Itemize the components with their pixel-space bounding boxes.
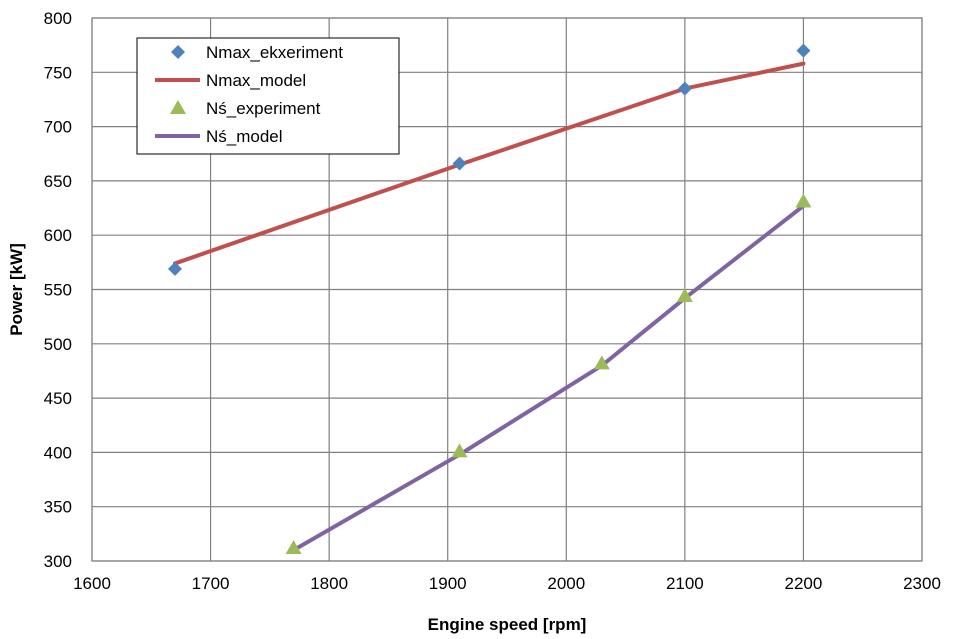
x-tick-labels: 1600 1700 1800 1900 2000 2100 2200 2300 [73, 574, 941, 593]
data-point [452, 156, 467, 171]
x-tick-label: 2200 [785, 574, 823, 593]
y-axis-title: Power [kW] [7, 243, 26, 336]
series-n-experiment [285, 193, 812, 554]
diamond-marker-icon [171, 45, 185, 59]
y-tick-label: 650 [44, 172, 72, 191]
legend-label: Nmax_model [206, 71, 306, 90]
legend-label: Nś_experiment [206, 99, 321, 118]
data-point [168, 261, 182, 276]
y-tick-label: 400 [44, 443, 72, 462]
data-point [677, 81, 692, 96]
y-tick-label: 800 [44, 9, 72, 28]
data-point [796, 43, 811, 58]
y-tick-label: 600 [44, 226, 72, 245]
y-tick-label: 450 [44, 389, 72, 408]
x-tick-label: 1700 [192, 574, 230, 593]
legend-label: Nś_model [206, 127, 283, 146]
y-tick-label: 750 [44, 63, 72, 82]
legend: Nmax_ekxeriment Nmax_model Nś_experiment Nś… [136, 37, 400, 155]
y-tick-label: 300 [44, 552, 72, 571]
legend-item: Nś_experiment [170, 99, 321, 118]
legend-label: Nmax_ekxeriment [206, 43, 343, 62]
x-tick-label: 1800 [310, 574, 348, 593]
data-point [795, 193, 812, 208]
data-point [676, 288, 693, 303]
series-nmax-model [173, 61, 806, 266]
triangle-marker-icon [170, 100, 186, 114]
x-tick-label: 1600 [73, 574, 111, 593]
series-layer [168, 43, 812, 554]
data-point [593, 355, 610, 370]
y-tick-label: 550 [44, 281, 72, 300]
y-tick-label: 350 [44, 498, 72, 517]
data-point [451, 443, 468, 458]
y-tick-label: 500 [44, 335, 72, 354]
x-tick-label: 1900 [429, 574, 467, 593]
x-axis-title: Engine speed [rpm] [428, 615, 587, 634]
x-tick-label: 2100 [666, 574, 704, 593]
y-tick-label: 700 [44, 118, 72, 137]
x-tick-label: 2000 [547, 574, 585, 593]
legend-item: Nmax_ekxeriment [171, 43, 343, 62]
series-line [173, 61, 806, 266]
x-tick-label: 2300 [903, 574, 941, 593]
legend-item: Nmax_model [155, 71, 306, 90]
plot-area-frame [91, 17, 923, 562]
data-point [285, 539, 302, 554]
y-tick-labels: 300 350 400 450 500 550 600 650 700 750 800 [44, 9, 72, 571]
series-nmax-ekxeriment [168, 43, 811, 276]
legend-item: Nś_model [155, 127, 283, 146]
